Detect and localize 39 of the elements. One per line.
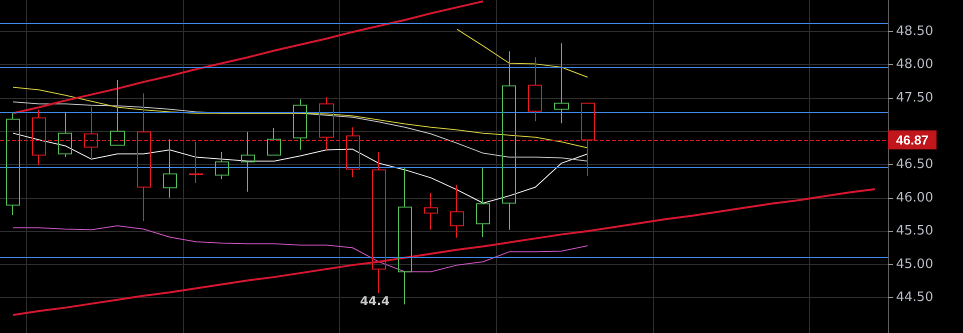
candlestick [502,50,516,230]
candlestick [476,167,490,238]
candlestick [215,151,229,180]
ref-line-label: 46.87 [896,132,929,148]
candlestick [110,79,125,146]
y-tick-label: 48.00 [896,57,934,72]
candlestick [346,126,360,178]
candlestick [581,102,595,176]
candlestick [137,92,151,222]
candlestick [554,42,569,124]
line-series [12,132,588,204]
candlestick [84,106,98,160]
y-tick-label: 48.50 [896,24,934,39]
candlestick [267,127,281,156]
annotation: 44.4 [360,294,390,308]
y-tick-label: 45.00 [896,256,934,272]
candlestick [163,138,177,198]
line-series [456,28,588,78]
line-series [12,86,588,148]
line-series [12,0,484,114]
candlestick [241,131,255,192]
candlestick [319,96,334,150]
candlestick [189,141,203,184]
y-tick-label: 46.00 [896,190,934,206]
candlestick [293,98,307,150]
candlestick [58,111,72,158]
line-series [12,188,876,316]
candlestick [6,112,20,216]
line-series [12,225,588,272]
candlestick [528,56,542,122]
candlestick [372,151,386,294]
candlestick [398,167,412,305]
candlestick [450,184,464,238]
candlestick [32,109,46,166]
y-tick-label: 45.50 [896,224,934,239]
y-tick-label: 44.50 [896,290,934,306]
y-tick-label: 47.50 [896,90,934,106]
y-tick-label: 46.50 [896,157,934,172]
candlestick [424,192,438,230]
